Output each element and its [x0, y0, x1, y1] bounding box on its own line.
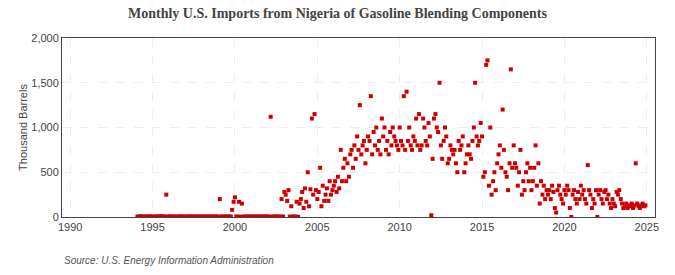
svg-text:2020: 2020 [552, 221, 576, 233]
svg-text:500: 500 [40, 166, 58, 178]
svg-text:2010: 2010 [387, 221, 411, 233]
svg-text:Thousand Barrels: Thousand Barrels [17, 84, 29, 171]
svg-text:2015: 2015 [470, 221, 494, 233]
svg-text:2005: 2005 [305, 221, 329, 233]
svg-text:Source: U.S. Energy Informatio: Source: U.S. Energy Information Administ… [64, 255, 274, 266]
svg-text:1,500: 1,500 [31, 77, 59, 89]
svg-text:1995: 1995 [140, 221, 164, 233]
svg-text:1,000: 1,000 [31, 121, 59, 133]
svg-text:1990: 1990 [58, 221, 82, 233]
svg-text:Monthly U.S. Imports from Nige: Monthly U.S. Imports from Nigeria of Gas… [128, 6, 548, 21]
svg-text:2025: 2025 [635, 221, 659, 233]
svg-text:2000: 2000 [223, 221, 247, 233]
svg-text:2,000: 2,000 [31, 32, 59, 44]
svg-text:0: 0 [53, 211, 59, 223]
